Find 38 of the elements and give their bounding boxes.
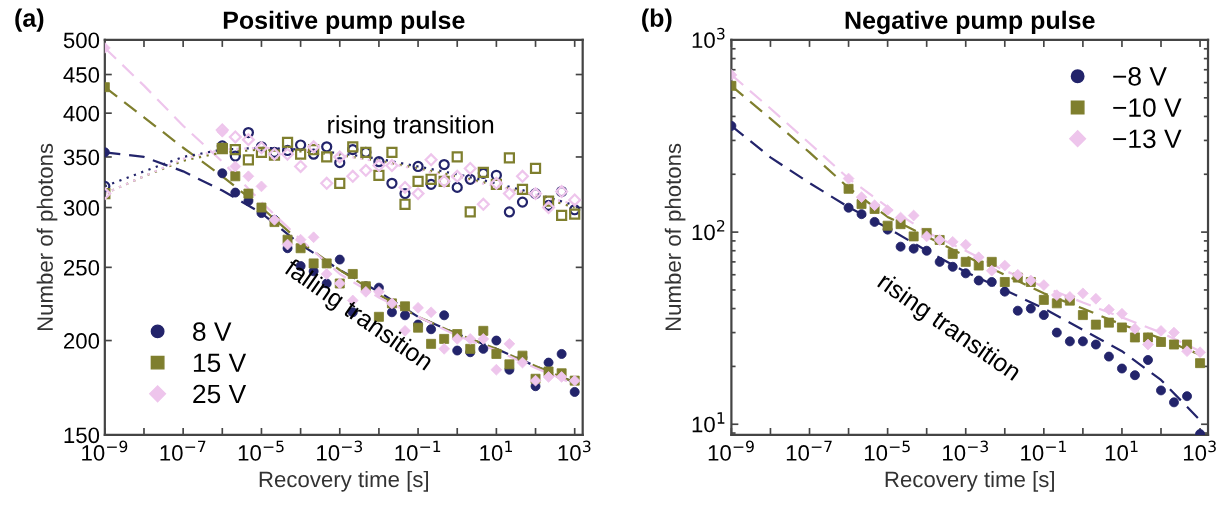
- y-tick-label: 400: [63, 105, 100, 122]
- x-tick-label: 10$^{−7}$: [786, 440, 832, 461]
- x-tick-label: 10$^{−1}$: [395, 440, 441, 461]
- y-axis-title: Number of photons: [664, 143, 686, 331]
- x-tick-label: 10$^{1}$: [480, 440, 512, 461]
- chart-title: Positive pump pulse: [223, 10, 465, 35]
- x-tick-label: 10$^{−5}$: [238, 440, 284, 461]
- legend-label: 15 V: [193, 353, 247, 373]
- text: (a): [15, 8, 44, 32]
- y-axis-title: Number of photons: [36, 143, 58, 331]
- legend-label: −10 V: [1113, 98, 1182, 117]
- annotation: rising transition: [328, 115, 494, 139]
- x-tick-label: 10$^{−1}$: [1021, 440, 1066, 461]
- x-axis-title: Recovery time [s]: [259, 470, 428, 492]
- x-tick-label: 10$^{−5}$: [864, 440, 910, 461]
- y-tick-label: 10$^{2}$: [692, 219, 725, 241]
- legend-label: 25 V: [193, 384, 247, 404]
- y-tick-label: 500: [63, 32, 100, 49]
- chart-title: Negative pump pulse: [845, 10, 1095, 35]
- x-tick-label: 10$^{−3}$: [317, 440, 363, 461]
- y-tick-label: 300: [63, 200, 100, 216]
- legend-label: −13 V: [1113, 129, 1182, 149]
- x-tick-label: 10$^{1}$: [1105, 440, 1138, 461]
- y-tick-label: 250: [64, 259, 100, 276]
- x-tick-label: 10$^{3}$: [558, 440, 591, 461]
- y-tick-label: 10$^{1}$: [692, 412, 725, 433]
- x-tick-label: 10$^{3}$: [1183, 440, 1216, 461]
- y-tick-label: 450: [63, 67, 100, 83]
- x-axis-title: Recovery time [s]: [885, 470, 1054, 492]
- x-tick-label: 10$^{−7}$: [160, 440, 206, 461]
- x-tick-label: 10$^{−9}$: [708, 440, 754, 461]
- legend-label: 8 V: [193, 322, 232, 341]
- y-tick-label: 350: [63, 149, 100, 166]
- y-tick-label: 10$^{3}$: [692, 27, 725, 49]
- x-tick-label: 10$^{−3}$: [943, 440, 989, 461]
- legend-label: −8 V: [1113, 67, 1167, 86]
- text: (b): [642, 8, 672, 32]
- y-tick-label: 200: [64, 333, 100, 349]
